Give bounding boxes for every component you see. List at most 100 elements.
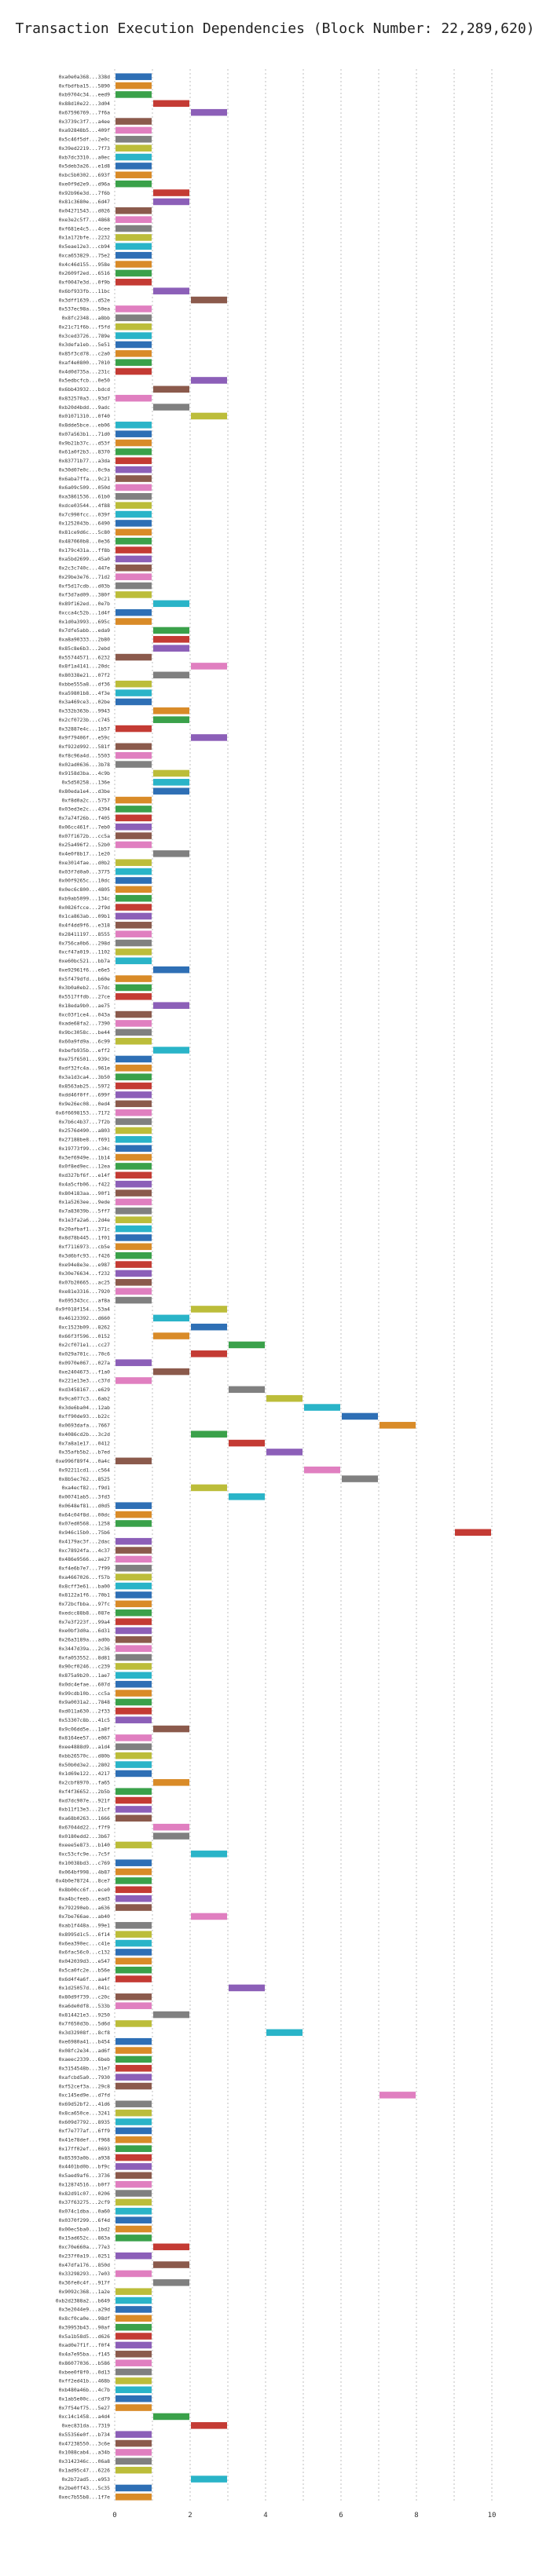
gantt-bar — [116, 2118, 152, 2125]
gantt-bar — [342, 1412, 378, 1420]
y-tick-label: 0x2cf0723b...c745 — [59, 717, 111, 723]
y-tick-label: 0x0693dafa...7667 — [59, 1423, 111, 1429]
y-tick-label: 0x3d6bfc93...f426 — [59, 1252, 111, 1259]
gantt-bar — [116, 2163, 152, 2170]
y-tick-label: 0x9c06dd5e...1a8f — [59, 1726, 111, 1732]
gantt-bar — [116, 1752, 152, 1759]
y-tick-label: 0x81ce9d6c...5c80 — [59, 529, 111, 535]
y-tick-label: 0x64c04f8d...00dc — [59, 1511, 111, 1518]
gantt-bar — [116, 2270, 152, 2278]
y-tick-label: 0x064bf998...4b87 — [59, 1869, 111, 1875]
y-tick-label: 0x756ca0b6...298d — [59, 940, 111, 946]
y-tick-label: 0x3142346c...06a8 — [59, 2458, 111, 2465]
gantt-bar — [153, 769, 189, 777]
y-tick-label: 0x5deb3a26...e1d8 — [59, 163, 111, 170]
gantt-bar — [116, 1037, 152, 1045]
gantt-bar — [116, 1716, 152, 1723]
y-tick-label: 0x3defa1eb...5e51 — [59, 342, 111, 348]
y-tick-label: 0xbee0f8f0...0d13 — [59, 2369, 111, 2375]
y-tick-label: 0xf922d992...581f — [59, 744, 111, 750]
y-tick-label: 0x72bcfbba...97fc — [59, 1601, 111, 1607]
y-tick-label: 0x39953b43...90af — [59, 2324, 111, 2330]
gantt-bar — [153, 385, 189, 393]
gantt-bar — [191, 412, 227, 420]
y-tick-label: 0x5c46f5df...2e0c — [59, 137, 111, 143]
gantt-bar — [116, 2065, 152, 2072]
gantt-bar — [116, 394, 152, 402]
y-tick-label: 0x1d69e122...4217 — [59, 1770, 111, 1777]
gantt-bar — [116, 1734, 152, 1741]
y-tick-label: 0xaf4e0800...7010 — [59, 360, 111, 366]
gantt-bar — [116, 2395, 152, 2402]
gantt-bar — [116, 1163, 152, 1170]
y-tick-label: 0x6ea390ec...c41e — [59, 1940, 111, 1946]
gantt-bar — [116, 957, 152, 965]
y-tick-label: 0x8ca650ce...3241 — [59, 2110, 111, 2116]
gantt-bar — [116, 2439, 152, 2447]
y-tick-label: 0x4c46d155...958e — [59, 261, 111, 268]
gantt-bar — [116, 1618, 152, 1625]
y-tick-label: 0x92211cd1...c564 — [59, 1467, 111, 1473]
y-tick-label: 0xedcc88b8...087e — [59, 1610, 111, 1616]
chart-title: Transaction Execution Dependencies (Bloc… — [15, 20, 535, 37]
gantt-bar — [153, 198, 189, 206]
gantt-bar — [116, 2037, 152, 2045]
y-tick-label: 0xf52cef3a...29c8 — [59, 2083, 111, 2089]
gantt-bar — [229, 1984, 265, 1992]
y-tick-label: 0x07ed0568...1258 — [59, 1521, 111, 1527]
gantt-bar — [153, 850, 189, 857]
gantt-bar — [116, 1457, 152, 1465]
y-tick-label: 0x82d91c07...0206 — [59, 2191, 111, 2197]
y-tick-label: 0xafcbd5a0...7930 — [59, 2074, 111, 2081]
y-tick-label: 0x07a563b1...71d0 — [59, 431, 111, 437]
y-tick-label: 0xa4bcfeeb...ead3 — [59, 1895, 111, 1902]
y-tick-label: 0x07b20665...ac25 — [59, 1280, 111, 1286]
gantt-bar — [116, 1895, 152, 1902]
gantt-bar — [116, 537, 152, 545]
gantt-bar — [116, 1993, 152, 2001]
y-tick-label: 0x4d0d735a...231c — [59, 368, 111, 375]
gantt-bar — [116, 894, 152, 902]
y-tick-label: 0xade68fa2...7390 — [59, 1021, 111, 1027]
gantt-bar — [116, 2449, 152, 2456]
y-tick-label: 0x27188be8...f691 — [59, 1137, 111, 1143]
gantt-bar — [116, 269, 152, 277]
gantt-bar — [191, 2476, 227, 2483]
gantt-bar — [116, 502, 152, 509]
gantt-bar — [116, 1377, 152, 1384]
y-tick-label: 0x4b0e78724...8ce7 — [56, 1878, 110, 1884]
y-tick-label: 0x042039d3...e547 — [59, 1958, 111, 1964]
y-tick-label: 0x5aed9af6...3736 — [59, 2172, 111, 2179]
gantt-bar — [116, 91, 152, 98]
gantt-bar — [116, 1609, 152, 1617]
y-tick-label: 0x66f3f596...0152 — [59, 1333, 111, 1339]
gantt-bar — [116, 546, 152, 554]
gantt-bar — [116, 841, 152, 849]
gantt-bar — [153, 2413, 189, 2421]
y-tick-label: 0x02ad0636...3b78 — [59, 762, 111, 768]
gantt-bar — [116, 2190, 152, 2197]
gantt-bar — [116, 984, 152, 992]
y-tick-label: 0x1ad95c47...6226 — [59, 2467, 111, 2473]
y-tick-label: 0x9b21b37c...d53f — [59, 440, 111, 446]
y-tick-label: 0x2b72ad5...e953 — [61, 2476, 110, 2483]
y-tick-label: 0x237f0a19...0251 — [59, 2253, 111, 2259]
gantt-bar — [116, 1806, 152, 1813]
gantt-bar — [116, 725, 152, 733]
gantt-bar — [455, 1529, 491, 1536]
y-tick-label: 0xe60bc521...bb7a — [59, 958, 111, 964]
y-tick-label: 0x1d25057d...041c — [59, 1985, 111, 1991]
y-tick-label: 0xd011a630...2f33 — [59, 1708, 111, 1715]
gantt-bar — [116, 2288, 152, 2295]
y-tick-label: 0xbbe555a8...df36 — [59, 681, 111, 687]
y-tick-label: 0x814421e3...9250 — [59, 2011, 111, 2018]
y-tick-label: 0xb9704c34...eed9 — [59, 92, 111, 98]
gantt-bar — [116, 1627, 152, 1635]
gantt-bar — [116, 2484, 152, 2492]
y-tick-label: 0x47238550...3c6e — [59, 2440, 111, 2446]
y-tick-label: 0xfbdfba15...5890 — [59, 82, 111, 89]
y-tick-label: 0x30e76634...f232 — [59, 1270, 111, 1277]
y-tick-label: 0xff2ed41b...468b — [59, 2378, 111, 2384]
gantt-bar — [191, 1484, 227, 1492]
gantt-bar — [153, 2243, 189, 2251]
